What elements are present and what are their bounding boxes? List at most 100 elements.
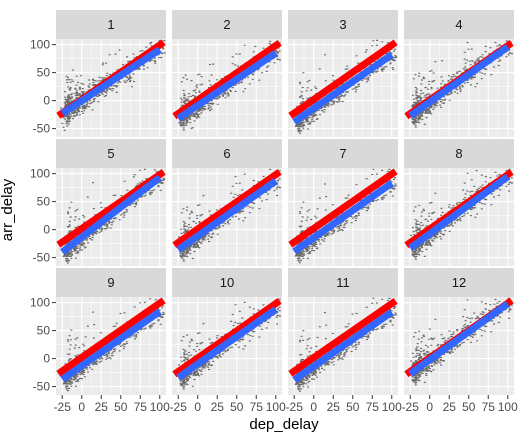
facet-strip [288,268,398,297]
red-fit-line [56,297,166,377]
x-axis-col-2: -25 0 25 50 75 100 [170,395,286,414]
blue-fit-line [408,300,510,377]
red-fit-line [288,39,398,119]
x-axis-title: dep_delay [249,416,319,433]
red-fit-line [288,298,398,377]
y-tick-label: 0 [43,223,50,237]
blue-fit-line [292,51,394,125]
facet-panel-3: 3 [288,10,398,137]
x-axis-col-1: -25 0 25 50 75 100 [54,395,170,414]
y-tick-label: 50 [37,66,51,80]
facet-panel-10: 10 [172,268,282,395]
y-axis-row-3: -50 0 50 100 [30,296,56,394]
x-tick-label: -25 [402,400,420,414]
y-axis-row-1: -50 0 50 100 [30,38,56,136]
red-fit-line [172,169,282,249]
facet-strip-label: 4 [455,17,462,32]
x-tick-label: 0 [78,400,85,414]
red-fit-line [172,40,282,120]
x-axis-col-3: -25 0 25 50 75 100 [286,395,402,414]
y-tick-label: -50 [33,380,51,394]
red-fit-line [172,298,282,378]
blue-fit-line [60,308,162,383]
x-tick-label: -25 [170,400,188,414]
gridlines [172,39,282,137]
facet-strip-label: 5 [107,146,114,161]
x-tick-label: 100 [498,400,518,414]
x-tick-label: -25 [286,400,304,414]
y-tick-label: -50 [33,122,51,136]
blue-fit-line [60,174,162,255]
facet-strip-label: 2 [223,17,230,32]
blue-fit-line [176,306,278,381]
x-tick-label: 25 [443,400,457,414]
facet-strip [288,139,398,168]
x-tick-label: 100 [382,400,402,414]
facet-strip [404,268,514,297]
blue-fit-line [292,309,394,383]
facet-panel-7: 7 [288,139,398,266]
x-tick-label: -25 [54,400,72,414]
facet-panel-8: 8 [404,139,514,266]
y-tick-label: 50 [37,195,51,209]
x-tick-label: 75 [482,400,496,414]
facet-strip [404,139,514,168]
y-tick-label: 100 [30,167,50,181]
x-tick-label: 100 [150,400,170,414]
blue-fit-line [176,178,278,253]
facet-strip-label: 11 [336,275,350,290]
facet-strip [172,268,282,297]
y-tick-label: 100 [30,38,50,52]
facet-strip-label: 3 [339,17,346,32]
facet-strip [56,268,166,297]
x-axis-col-4: -25 0 25 50 75 100 [402,395,518,414]
x-tick-label: 75 [366,400,380,414]
x-tick-label: 75 [250,400,264,414]
x-tick-label: 100 [266,400,286,414]
facet-panel-11: 11 [288,268,398,395]
y-axis-row-2: -50 0 50 100 [30,167,56,265]
facet-strip-label: 10 [220,275,234,290]
x-tick-label: 0 [426,400,433,414]
blue-fit-line [408,43,510,119]
y-tick-label: 0 [43,352,50,366]
facet-strip [288,10,398,39]
facet-strip-label: 9 [107,275,114,290]
facet-strip [172,139,282,168]
facet-strip-label: 1 [107,17,114,32]
facet-strip-label: 8 [455,146,462,161]
blue-fit-line [176,50,278,122]
facet-panel-12: 12 [404,268,514,395]
facet-strip [56,139,166,168]
y-axes: -50 0 50 100 -50 0 50 100 -50 0 50 100 [30,38,56,394]
x-axes: -25 0 25 50 75 100 -25 0 25 50 75 100 -25 0 25 50 75 100-… [54,395,518,414]
facet-panels: 1 2 3 45 6 7 89 10 11 12 [56,10,514,395]
facet-strip [172,10,282,39]
y-axis-title: arr_delay [0,178,16,241]
blue-fit-line [292,180,394,255]
facet-panel-6: 6 [172,139,282,266]
y-tick-label: -50 [33,251,51,265]
facet-panel-2: 2 [172,10,282,137]
x-tick-label: 50 [462,400,476,414]
facet-strip-label: 7 [339,146,346,161]
y-tick-label: 0 [43,94,50,108]
facet-strip [56,10,166,39]
x-tick-label: 0 [194,400,201,414]
facet-panel-4: 4 [404,10,514,137]
x-tick-label: 25 [211,400,225,414]
y-tick-label: 100 [30,296,50,310]
x-tick-label: 25 [95,400,109,414]
facet-panel-9: 9 [56,268,166,395]
blue-fit-line [408,173,510,251]
facet-strip [404,10,514,39]
facet-strip-label: 12 [452,275,466,290]
facet-panel-1: 1 [56,10,166,137]
x-tick-label: 0 [310,400,317,414]
x-tick-label: 50 [346,400,360,414]
y-tick-label: 50 [37,324,51,338]
red-fit-line [288,168,398,248]
x-tick-label: 50 [114,400,128,414]
facet-strip-label: 6 [223,146,230,161]
